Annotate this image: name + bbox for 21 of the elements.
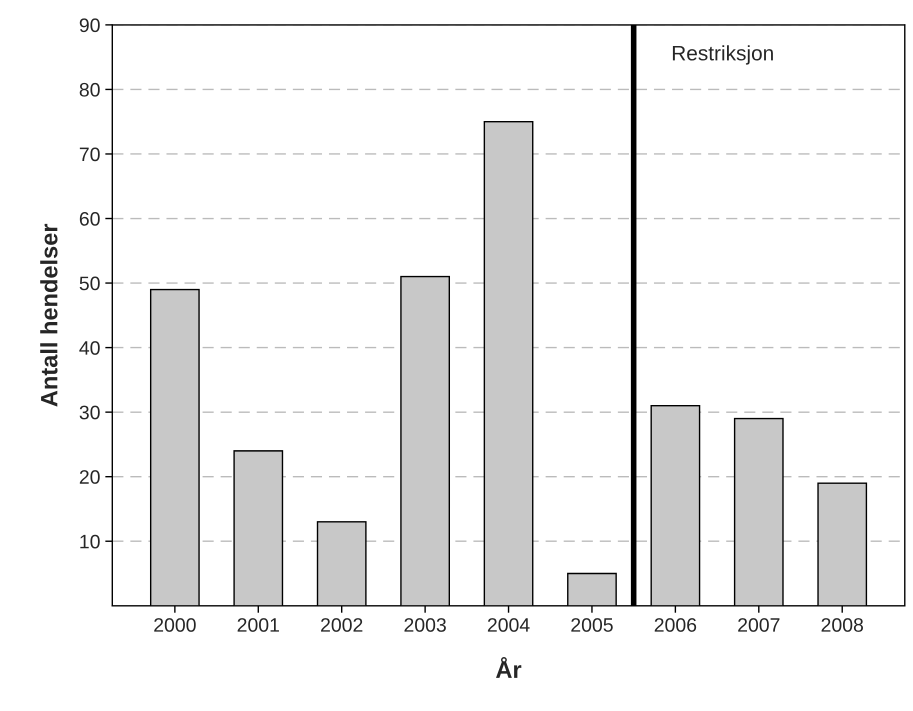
x-axis-title: År — [496, 656, 522, 678]
x-tick-label: 2002 — [321, 618, 362, 632]
x-tick-label: 2000 — [154, 618, 196, 632]
x-tick-label: 2006 — [654, 618, 696, 632]
ref-line-label: Restriksjon — [672, 45, 773, 65]
y-tick-label: 80 — [80, 82, 100, 97]
y-tick-label: 30 — [80, 406, 100, 420]
y-tick-label: 40 — [79, 341, 100, 355]
y-tick-label: 70 — [80, 147, 100, 162]
y-tick-label: 60 — [80, 212, 100, 226]
x-tick-label: 2001 — [238, 618, 279, 632]
x-tick-label: 2007 — [738, 618, 780, 632]
x-tick-label: 2005 — [571, 618, 613, 632]
x-tick-label: 2003 — [404, 618, 446, 632]
y-tick-label: 20 — [80, 470, 100, 484]
y-tick-label: 10 — [80, 534, 100, 548]
x-tick-label: 2008 — [822, 618, 864, 632]
y-tick-label: 90 — [80, 18, 100, 32]
y-axis-title: Antall hendelser — [40, 224, 58, 407]
y-tick-label: 50 — [80, 276, 100, 290]
x-tick-label: 2004 — [488, 618, 530, 632]
